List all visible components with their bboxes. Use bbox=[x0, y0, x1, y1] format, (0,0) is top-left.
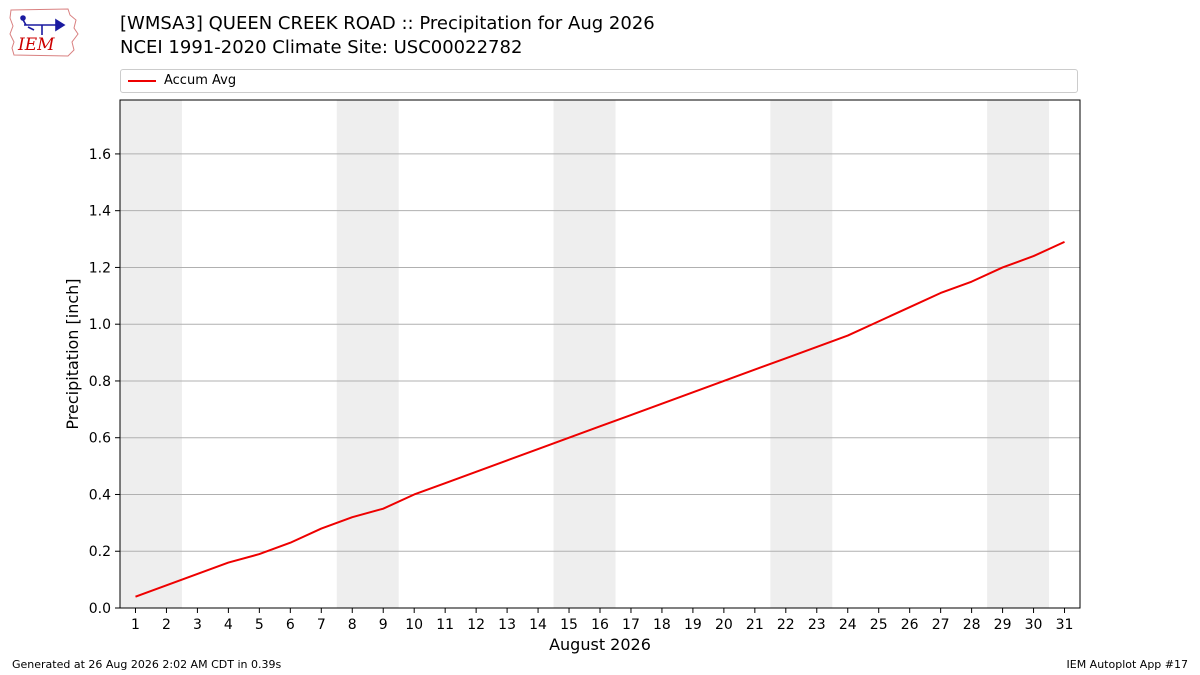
y-axis-ticks: 0.0 0.2 0.4 0.6 0.8 1.0 1.2 1.4 1.6 bbox=[89, 147, 120, 617]
y-tick-label: 1.6 bbox=[89, 147, 111, 163]
x-tick-label: 18 bbox=[653, 617, 671, 633]
x-tick-label: 26 bbox=[901, 617, 919, 633]
x-tick-label: 12 bbox=[467, 617, 485, 633]
x-tick-label: 5 bbox=[255, 617, 264, 633]
x-tick-label: 30 bbox=[1025, 617, 1043, 633]
x-tick-label: 29 bbox=[994, 617, 1012, 633]
y-tick-label: 0.6 bbox=[89, 431, 111, 447]
iowa-outline-icon bbox=[9, 8, 79, 57]
x-tick-label: 27 bbox=[932, 617, 950, 633]
weekend-bands bbox=[120, 100, 1050, 608]
x-tick-label: 11 bbox=[436, 617, 454, 633]
footer-generated: Generated at 26 Aug 2026 2:02 AM CDT in … bbox=[12, 658, 282, 671]
x-tick-label: 9 bbox=[379, 617, 388, 633]
logo-text: IEM bbox=[17, 35, 55, 55]
x-tick-label: 2 bbox=[162, 617, 171, 633]
y-tick-label: 1.0 bbox=[89, 317, 111, 333]
weekend-band-2 bbox=[336, 100, 399, 608]
chart-title: [WMSA3] QUEEN CREEK ROAD :: Precipitatio… bbox=[120, 13, 655, 34]
series-group bbox=[135, 240, 1065, 598]
y-axis-label: Precipitation [inch] bbox=[63, 278, 82, 429]
legend-swatch-accum-avg bbox=[128, 80, 156, 82]
x-tick-label: 22 bbox=[777, 617, 795, 633]
x-tick-label: 16 bbox=[591, 617, 609, 633]
x-tick-label: 1 bbox=[131, 617, 140, 633]
weekend-band-5 bbox=[987, 100, 1050, 608]
y-tick-label: 0.4 bbox=[89, 487, 111, 503]
legend: Accum Avg bbox=[120, 69, 1078, 93]
weekend-band-3 bbox=[553, 100, 616, 608]
x-tick-label: 13 bbox=[498, 617, 516, 633]
x-tick-label: 7 bbox=[317, 617, 326, 633]
weather-station-icon bbox=[20, 15, 66, 35]
chart-subtitle: NCEI 1991-2020 Climate Site: USC00022782 bbox=[120, 37, 523, 58]
x-tick-label: 6 bbox=[286, 617, 295, 633]
x-tick-label: 4 bbox=[224, 617, 233, 633]
y-tick-label: 1.4 bbox=[89, 204, 111, 220]
x-tick-label: 31 bbox=[1056, 617, 1074, 633]
x-tick-label: 21 bbox=[746, 617, 764, 633]
weekend-band-1 bbox=[120, 100, 182, 608]
x-tick-label: 25 bbox=[870, 617, 888, 633]
x-tick-label: 23 bbox=[808, 617, 826, 633]
x-tick-label: 8 bbox=[348, 617, 357, 633]
x-tick-label: 3 bbox=[193, 617, 202, 633]
iem-logo: IEM bbox=[9, 8, 79, 57]
weekend-band-4 bbox=[770, 100, 833, 608]
x-axis-label: August 2026 bbox=[549, 635, 651, 654]
x-tick-label: 10 bbox=[405, 617, 423, 633]
y-tick-label: 0.2 bbox=[89, 544, 111, 560]
x-tick-label: 20 bbox=[715, 617, 733, 633]
y-tick-label: 0.0 bbox=[89, 601, 111, 617]
x-tick-label: 24 bbox=[839, 617, 857, 633]
y-tick-label: 1.2 bbox=[89, 260, 111, 276]
x-tick-label: 17 bbox=[622, 617, 640, 633]
x-axis-ticks: 1 2 3 4 5 6 7 8 9 10 11 12 13 14 15 16 17 18 19 20 21 22 23 24 2… bbox=[131, 608, 1073, 633]
x-tick-label: 14 bbox=[529, 617, 547, 633]
legend-label-accum-avg: Accum Avg bbox=[164, 73, 237, 88]
footer-app: IEM Autoplot App #17 bbox=[1066, 658, 1189, 671]
y-tick-label: 0.8 bbox=[89, 374, 111, 390]
x-tick-label: 28 bbox=[963, 617, 981, 633]
x-tick-label: 15 bbox=[560, 617, 578, 633]
x-tick-label: 19 bbox=[684, 617, 702, 633]
